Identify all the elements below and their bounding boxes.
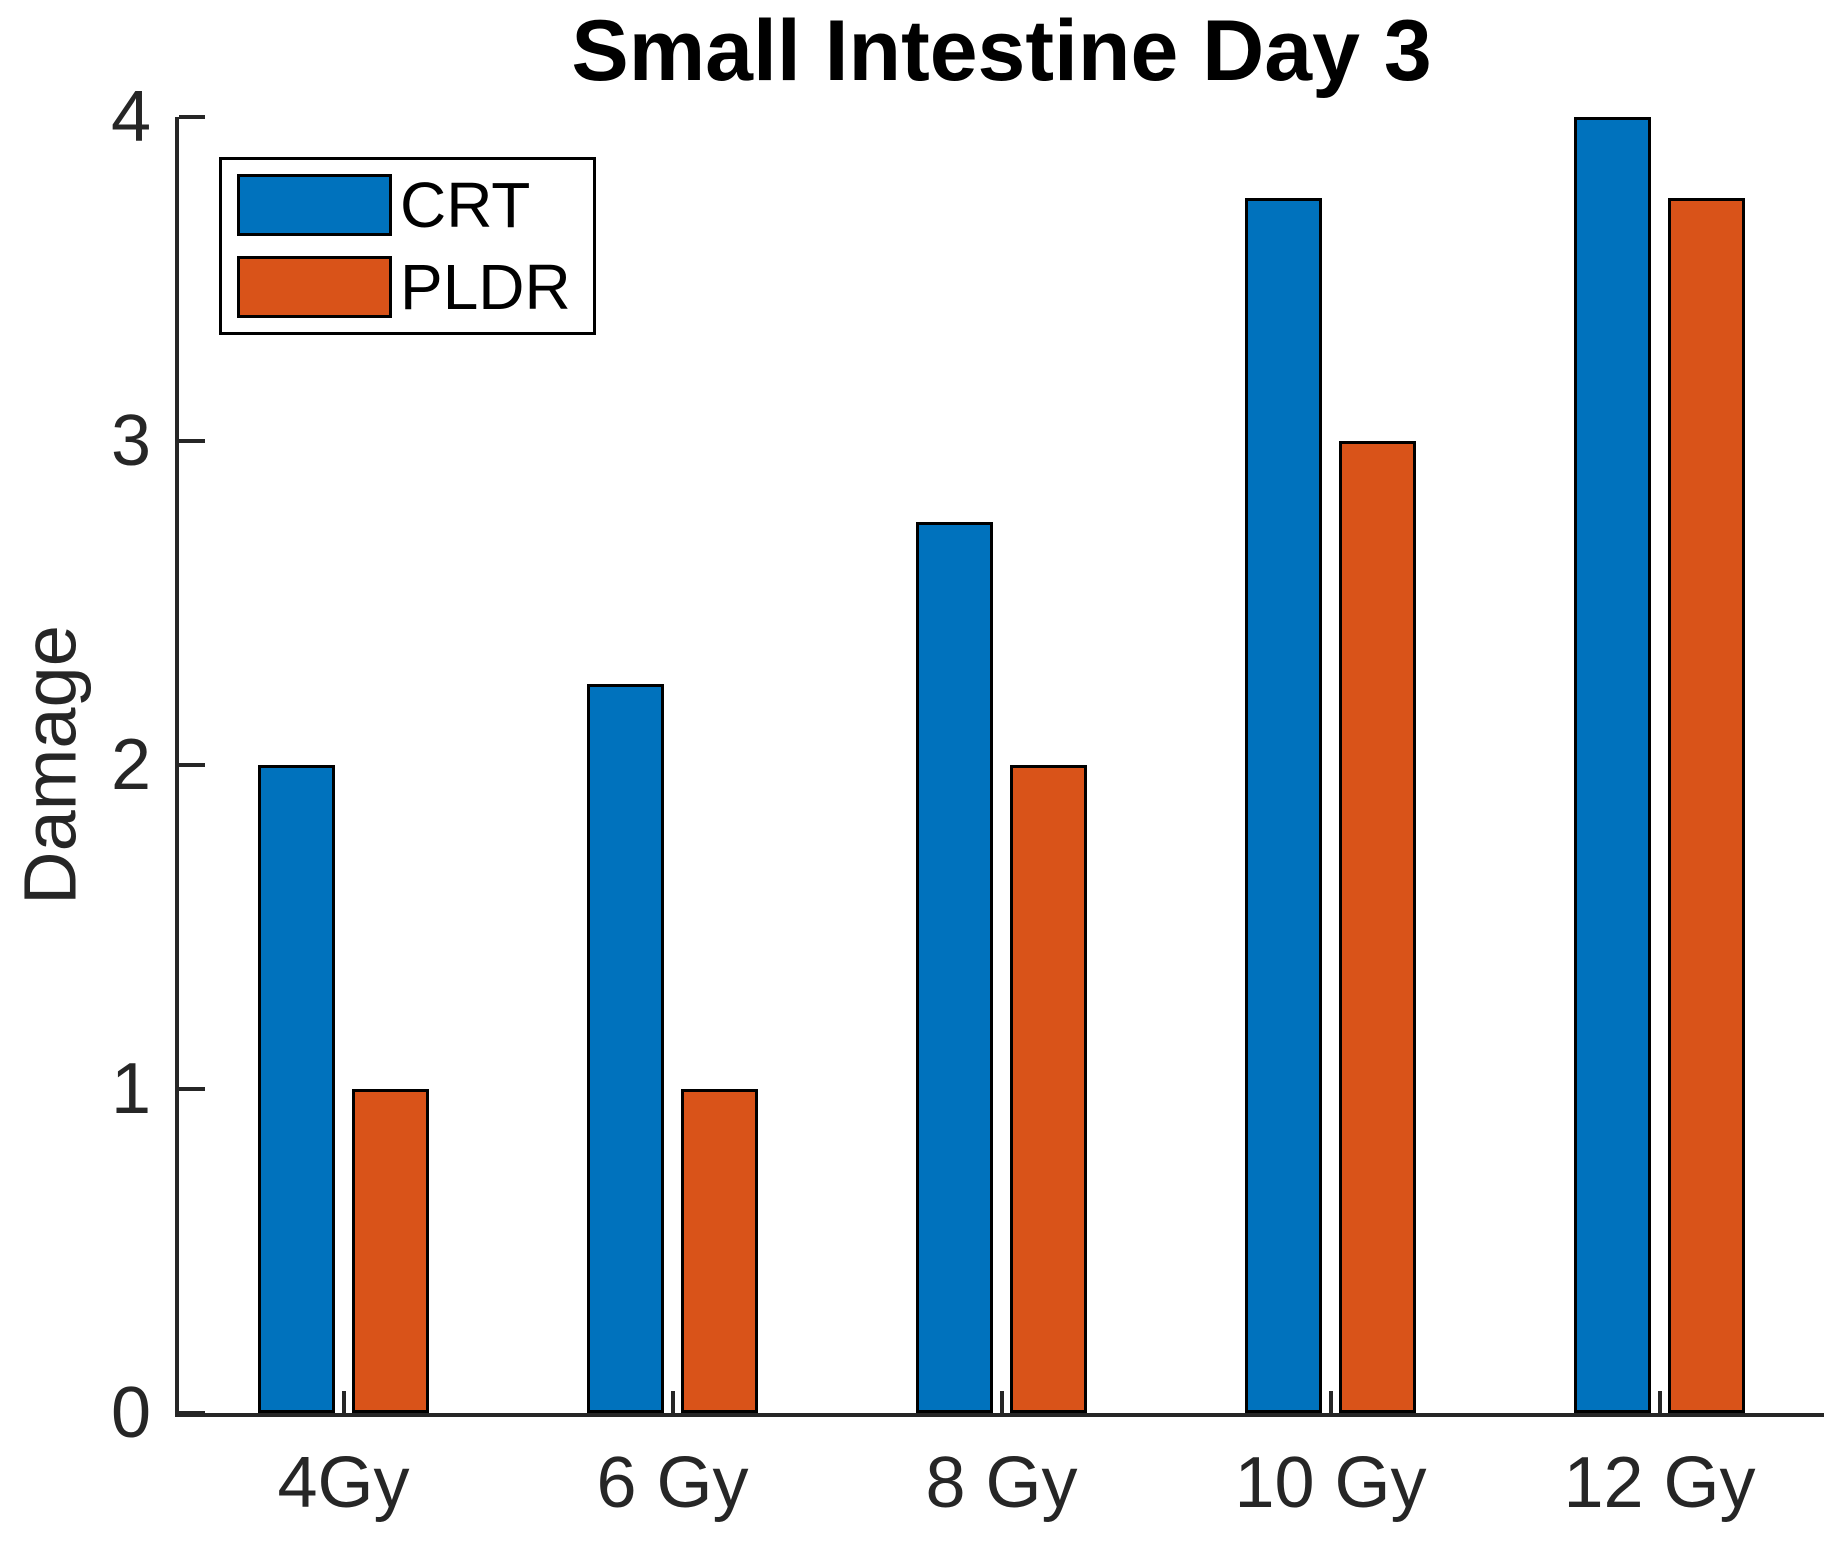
legend-swatch-pldr: [237, 256, 392, 318]
y-tick-label-2: 2: [110, 725, 151, 805]
y-tick-label-4: 4: [110, 77, 151, 157]
legend-item-pldr: PLDR: [237, 255, 571, 319]
x-tick-mark-6-gy: [670, 1391, 675, 1413]
y-tick-mark-3: [179, 439, 205, 443]
legend: CRT PLDR: [219, 157, 596, 335]
y-axis-label: Damage: [8, 625, 92, 905]
x-tick-label-10-gy: 10 Gy: [1234, 1443, 1427, 1523]
bar-pldr-6-gy: [681, 1089, 758, 1413]
bar-pldr-12-gy: [1668, 198, 1745, 1413]
y-tick-mark-0: [179, 1411, 205, 1415]
x-tick-label-8-gy: 8 Gy: [925, 1443, 1078, 1523]
legend-item-crt: CRT: [237, 173, 571, 237]
y-tick-label-3: 3: [110, 401, 151, 481]
bar-crt-12-gy: [1574, 117, 1651, 1413]
plot-area: CRT PLDR 0 1 2 3 4 4Gy 6 Gy 8 Gy 10 Gy 12 Gy: [111, 81, 1824, 1519]
bar-pldr-4gy: [352, 1089, 429, 1413]
x-tick-label-6-gy: 6 Gy: [596, 1443, 749, 1523]
x-tick-mark-12-gy: [1657, 1391, 1662, 1413]
chart-title: Small Intestine Day 3: [571, 3, 1432, 99]
x-tick-mark-4gy: [341, 1391, 346, 1413]
y-tick-label-1: 1: [110, 1049, 151, 1129]
y-tick-mark-2: [179, 763, 205, 767]
y-tick-label-0: 0: [110, 1373, 151, 1453]
x-tick-mark-8-gy: [999, 1391, 1004, 1413]
legend-label-pldr: PLDR: [400, 251, 571, 323]
x-tick-label-4gy: 4Gy: [277, 1443, 410, 1523]
y-tick-mark-4: [179, 115, 205, 119]
bar-crt-4gy: [258, 765, 335, 1413]
bar-pldr-8-gy: [1010, 765, 1087, 1413]
legend-swatch-crt: [237, 174, 392, 236]
legend-label-crt: CRT: [400, 169, 531, 241]
bar-crt-10-gy: [1245, 198, 1322, 1413]
y-tick-mark-1: [179, 1087, 205, 1091]
bar-crt-6-gy: [587, 684, 664, 1413]
x-tick-mark-10-gy: [1328, 1391, 1333, 1413]
x-tick-label-12-gy: 12 Gy: [1563, 1443, 1756, 1523]
bar-pldr-10-gy: [1339, 441, 1416, 1413]
bar-crt-8-gy: [916, 522, 993, 1413]
